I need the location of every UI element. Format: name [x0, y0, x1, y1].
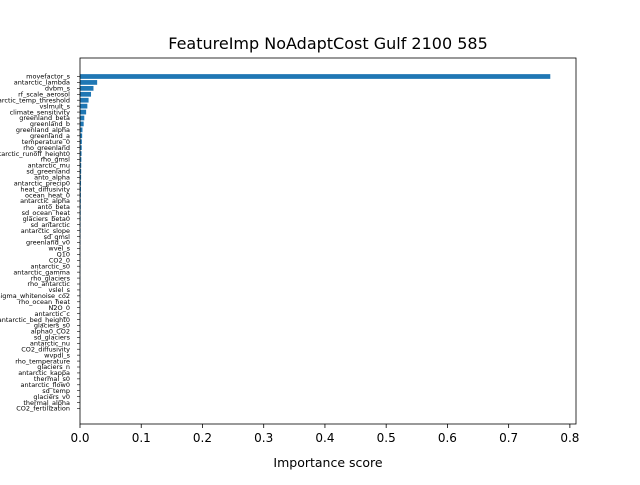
- x-tick-label: 0.6: [438, 431, 457, 445]
- x-tick-label: 0.3: [254, 431, 273, 445]
- bar-greenland_b: [80, 122, 84, 127]
- bar-vslmult_s: [80, 104, 87, 109]
- x-tick-label: 0.0: [70, 431, 89, 445]
- bar-antarctic_temp_threshold: [80, 98, 89, 103]
- x-tick-label: 0.4: [315, 431, 334, 445]
- bar-rf_scale_aerosol: [80, 92, 91, 97]
- x-tick-label: 0.2: [193, 431, 212, 445]
- bar-antarctic_lambda: [80, 80, 97, 85]
- x-tick-label: 0.7: [499, 431, 518, 445]
- x-tick-label: 0.1: [132, 431, 151, 445]
- x-tick-label: 0.5: [377, 431, 396, 445]
- bar-greenland_beta: [80, 116, 84, 121]
- y-tick-label: CO2_fertilization: [16, 405, 70, 413]
- bar-movefactor_s: [80, 74, 550, 79]
- bar-climate_sensitivity: [80, 110, 86, 115]
- bar-dvbm_s: [80, 86, 93, 91]
- x-axis-label: Importance score: [273, 455, 383, 470]
- x-tick-label: 0.8: [560, 431, 579, 445]
- chart-title: FeatureImp NoAdaptCost Gulf 2100 585: [168, 34, 488, 53]
